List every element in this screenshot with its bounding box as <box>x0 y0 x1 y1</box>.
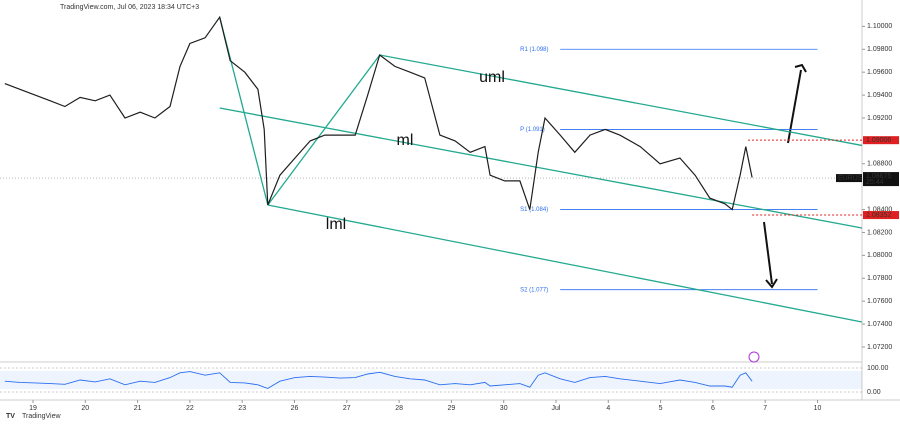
x-tick-label: 22 <box>186 405 194 412</box>
arrowhead-up <box>794 63 807 73</box>
logo: TV <box>6 413 15 420</box>
y-tick-label: 1.10000 <box>867 23 892 30</box>
y-tick-label: 1.09800 <box>867 46 892 53</box>
last-price-label: 1.08675 <box>866 173 891 180</box>
event-icon[interactable] <box>748 351 760 363</box>
y-tick-label: 1.08400 <box>867 206 892 213</box>
trend-label: uml <box>479 69 505 86</box>
trend-line <box>219 107 863 229</box>
x-tick-label: 20 <box>81 405 89 412</box>
x-tick-label: 7 <box>763 405 767 412</box>
arrow-down <box>763 221 773 285</box>
pivot-label: S1 (1.084) <box>520 207 548 213</box>
pivot-label: P (1.091) <box>520 127 545 133</box>
countdown-label: 25:44 <box>866 179 884 186</box>
x-tick-label: 23 <box>238 405 246 412</box>
x-tick-label: Jul <box>552 405 561 412</box>
pivot-label: R1 (1.098) <box>520 47 548 53</box>
trend-label: ml <box>397 132 414 149</box>
x-tick-label: 5 <box>659 405 663 412</box>
price-line <box>4 15 753 211</box>
last-price-box <box>836 174 862 183</box>
rsi-line <box>4 371 753 389</box>
y-tick-label: 1.08200 <box>867 229 892 236</box>
y-tick-label: 1.07600 <box>867 298 892 305</box>
y-tick-label: 1.09400 <box>867 92 892 99</box>
level-label: 1.08352 <box>866 212 891 219</box>
level-label: 1.09006 <box>866 137 891 144</box>
y-tick-label: 1.08000 <box>867 252 892 259</box>
y-tick-label: 1.07400 <box>867 321 892 328</box>
arrow-up <box>787 69 802 144</box>
pivot-label: S2 (1.077) <box>520 287 548 293</box>
arrowhead-down <box>765 278 778 289</box>
trend-label: lml <box>326 216 346 233</box>
x-tick-label: 28 <box>395 405 403 412</box>
rsi-tick-label: 100.00 <box>867 365 889 372</box>
footer: TradingView <box>22 413 61 420</box>
x-tick-label: 19 <box>29 405 37 412</box>
x-tick-label: 30 <box>500 405 508 412</box>
trend-line <box>267 204 863 323</box>
x-tick-label: 29 <box>447 405 455 412</box>
level-tag <box>863 136 899 145</box>
y-tick-label: 1.09200 <box>867 115 892 122</box>
trend-line <box>379 54 863 147</box>
trend-line <box>267 54 381 206</box>
rsi-tick-label: 0.00 <box>867 389 881 396</box>
symbol-label: EURUSD <box>838 175 868 182</box>
y-tick-label: 1.07800 <box>867 275 892 282</box>
price-tag <box>863 172 899 187</box>
x-tick-label: 4 <box>606 405 610 412</box>
y-tick-label: 1.08800 <box>867 161 892 168</box>
y-tick-label: 1.07200 <box>867 344 892 351</box>
x-tick-label: 21 <box>134 405 142 412</box>
y-tick-label: 1.09600 <box>867 69 892 76</box>
header: TradingView.com, Jul 06, 2023 18:34 UTC+… <box>60 4 199 11</box>
level-tag <box>863 211 899 220</box>
x-tick-label: 10 <box>814 405 822 412</box>
x-tick-label: 27 <box>343 405 351 412</box>
rsi-band <box>0 371 862 389</box>
x-tick-label: 26 <box>291 405 299 412</box>
x-tick-label: 6 <box>711 405 715 412</box>
